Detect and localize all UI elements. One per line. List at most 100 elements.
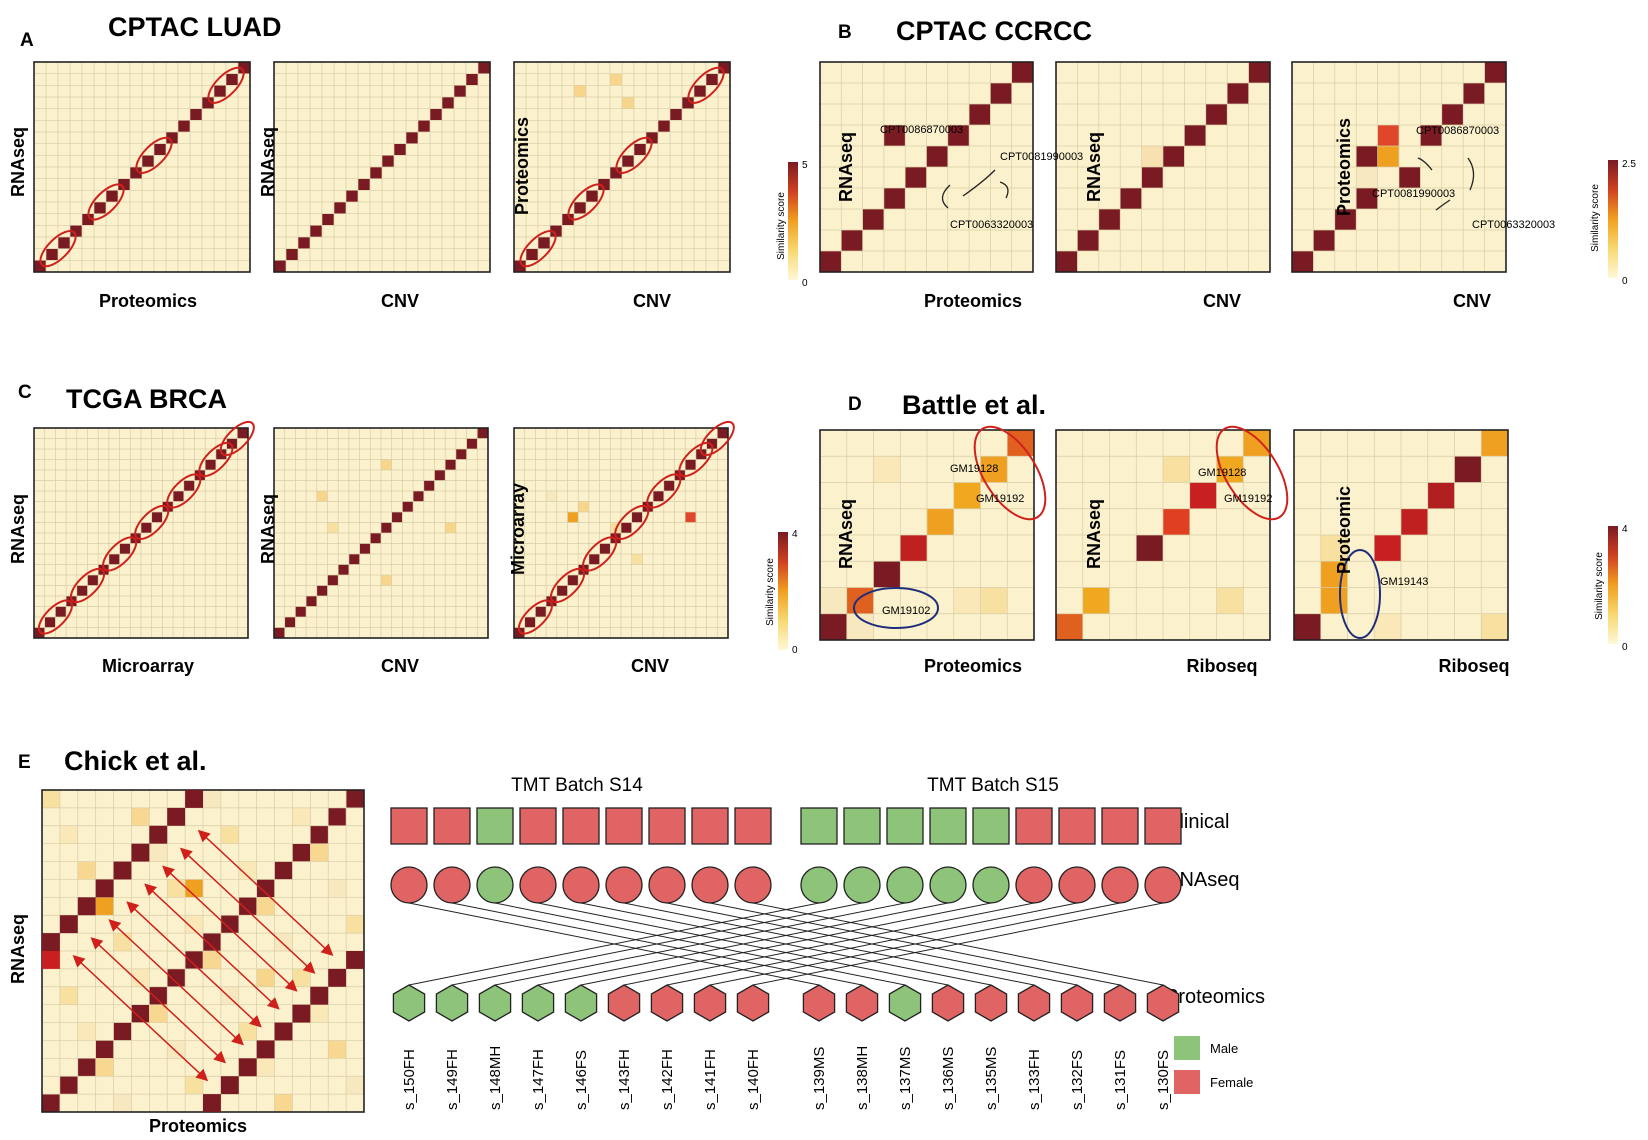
d1-annot-2: GM19192 [976, 493, 1024, 505]
rnaseq-circle [734, 866, 772, 904]
heatmap-cell [328, 879, 347, 898]
heatmap-diag-cell [284, 617, 296, 628]
heatmap-diag-cell [466, 438, 478, 449]
heatmap-diag-cell [1082, 587, 1110, 614]
row-proteomics-label: Proteomics [1165, 986, 1265, 1008]
highlight-ellipse-blue [853, 587, 939, 629]
heatmap-diag-cell [66, 596, 77, 607]
heatmap-d1 [819, 425, 1047, 641]
heatmap-diag-cell [391, 512, 403, 523]
rnaseq-circle [929, 866, 967, 904]
heatmap-diag-cell [1098, 209, 1121, 230]
proteomics-hexagon [435, 984, 469, 1022]
heatmap-diag-cell [653, 491, 664, 502]
clinical-square [648, 807, 686, 845]
ylabel-e: RNAseq [8, 914, 28, 984]
heatmap-diag-cell [338, 564, 349, 575]
ylabel-b1: RNAseq [836, 132, 856, 202]
heatmap-cell [256, 968, 275, 987]
heatmap-cell [1320, 535, 1348, 562]
highlight-ellipse [549, 567, 586, 604]
highlight-ellipse [973, 425, 1047, 521]
colorbar-d-max: 4 [1622, 524, 1628, 535]
heatmap-cell [567, 512, 579, 523]
heatmap-diag-cell [1347, 561, 1375, 588]
panel-b-letter: B [838, 22, 852, 43]
rnaseq-circle [1058, 866, 1096, 904]
heatmap-diag-cell [226, 438, 238, 449]
heatmap-diag-cell [185, 790, 203, 808]
rnaseq-circle [433, 866, 471, 904]
panel-e-letter: E [18, 752, 31, 773]
heatmap-diag-cell [94, 202, 106, 214]
heatmap-cell [185, 1076, 203, 1095]
heatmap-diag-cell [695, 449, 707, 460]
heatmap-diag-cell [359, 543, 371, 554]
rnaseq-circle [605, 866, 643, 904]
xlabel-d3: Riboseq [1438, 656, 1509, 676]
heatmap-diag-cell [238, 1058, 257, 1077]
heatmap-diag-cell [1056, 613, 1083, 640]
rnaseq-circle [1101, 866, 1139, 904]
clinical-square [390, 807, 428, 845]
ylabel-b3: Proteomics [1334, 118, 1354, 216]
heatmap-diag-cell [1313, 230, 1335, 251]
heatmap-diag-cell [220, 915, 239, 934]
heatmap-cell [220, 825, 239, 844]
heatmap-diag-cell [445, 459, 456, 470]
heatmap-diag-cell [113, 861, 132, 880]
heatmap-cell [131, 807, 150, 826]
heatmap-frame [819, 61, 1034, 273]
heatmap-diag-cell [42, 951, 60, 969]
panel-c-title: TCGA BRCA [66, 384, 227, 414]
heatmap-diag-cell [953, 482, 981, 509]
rnaseq-circle [562, 866, 600, 904]
heatmap-diag-cell [59, 1076, 78, 1095]
rnaseq-circle [519, 866, 557, 904]
heatmap-diag-cell [77, 897, 96, 916]
heatmap-diag-cell [670, 108, 682, 121]
heatmap-diag-cell [358, 178, 370, 191]
heatmap-diag-cell [183, 480, 195, 491]
heatmap-diag-cell [190, 108, 202, 121]
heatmap-e [41, 789, 365, 1113]
sample-label: s_140FH [745, 1049, 762, 1110]
heatmap-diag-cell [238, 897, 257, 916]
rnaseq-circle [691, 866, 729, 904]
d1-annot-1: GM19128 [950, 463, 998, 475]
sample-label: s_135MS [983, 1047, 1000, 1110]
heatmap-diag-cell [274, 861, 293, 880]
heatmap-diag-cell [131, 843, 150, 862]
heatmap-diag-cell [562, 213, 574, 226]
heatmap-diag-cell [77, 1058, 96, 1077]
heatmap-cell [1141, 146, 1163, 167]
xlabel-b2: CNV [1203, 291, 1241, 311]
heatmap-diag-cell [1356, 188, 1378, 209]
heatmap-frame [1291, 61, 1507, 273]
heatmap-diag-cell [706, 438, 718, 449]
heatmap-c2 [273, 427, 489, 639]
b1-annot-3: CPT0063320003 [950, 219, 1033, 231]
highlight-ellipse [582, 536, 618, 572]
heatmap-diag-cell [524, 617, 536, 628]
heatmap-diag-cell [820, 251, 842, 272]
xlabel-c2: CNV [381, 656, 419, 676]
legend-female-label: Female [1210, 1075, 1253, 1090]
heatmap-d3 [1293, 429, 1509, 641]
d2-annot-2: GM19192 [1224, 493, 1272, 505]
ylabel-d2: RNAseq [1084, 499, 1104, 569]
heatmap-cell [310, 843, 329, 862]
highlight-ellipse [134, 504, 170, 541]
heatmap-diag-cell [599, 543, 611, 554]
arrow-path [1467, 157, 1475, 191]
heatmap-diag-cell [900, 535, 927, 562]
arrow-path [999, 181, 1009, 199]
sample-label: s_146FS [573, 1050, 590, 1110]
heatmap-diag-cell [202, 97, 214, 109]
heatmap-frame [33, 427, 249, 639]
heatmap-diag-cell [131, 1004, 150, 1023]
heatmap-diag-cell [526, 248, 538, 261]
panel-b-title: CPTAC CCRCC [896, 16, 1092, 46]
heatmap-cell [622, 97, 634, 109]
heatmap-diag-cell [550, 225, 562, 237]
